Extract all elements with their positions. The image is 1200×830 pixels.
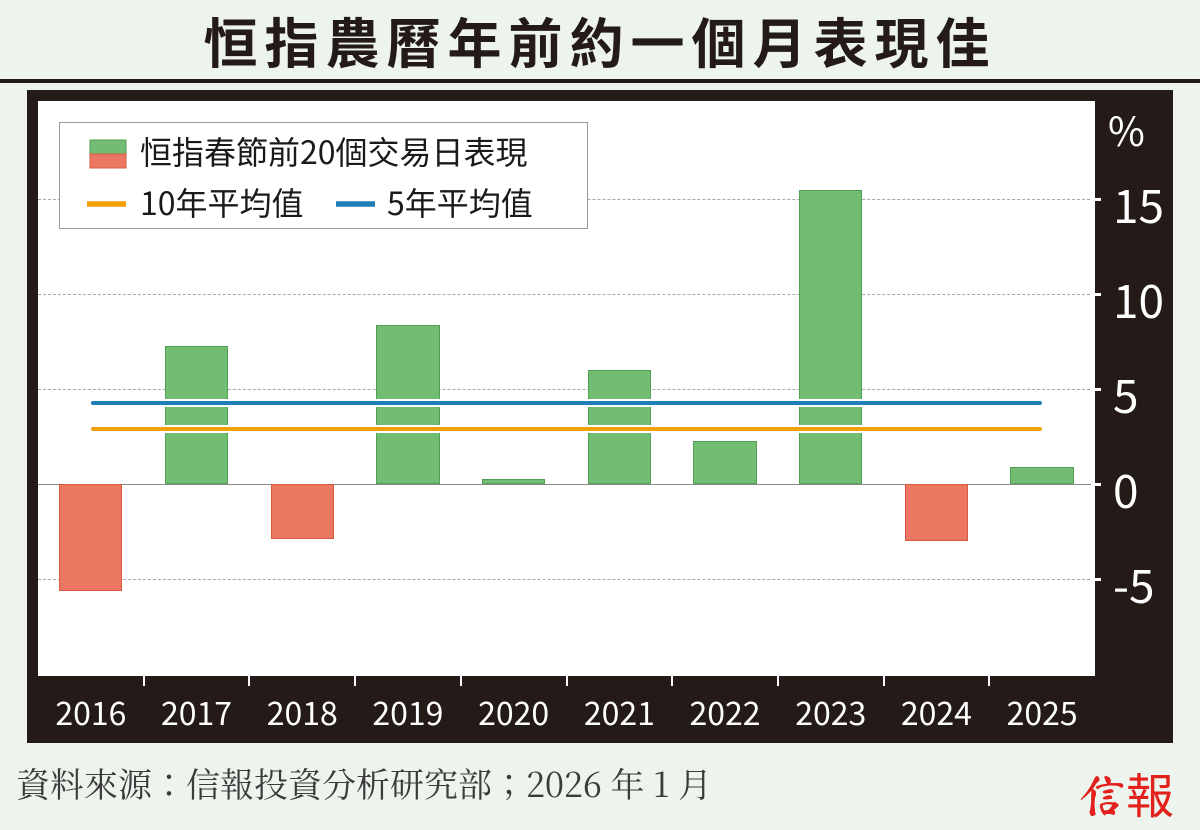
svg-text:恒指春節前20個交易日表現: 恒指春節前20個交易日表現 [140,128,528,174]
svg-text:5年平均值: 5年平均值 [387,179,533,225]
svg-text:10年平均值: 10年平均值 [140,179,304,225]
